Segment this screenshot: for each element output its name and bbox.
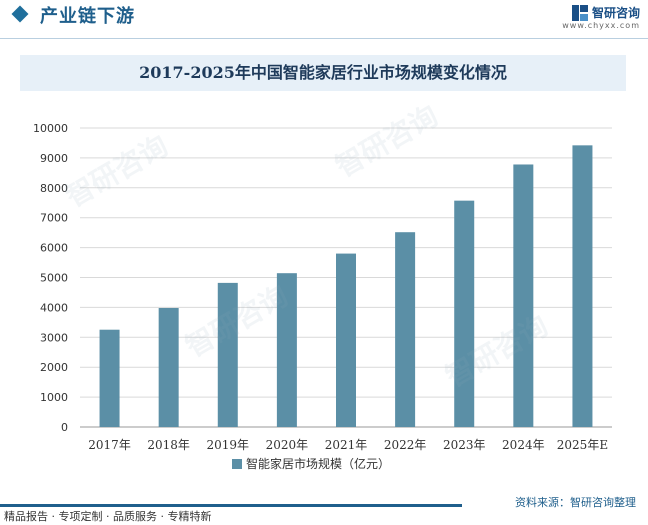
brand-name: 智研咨询 xyxy=(591,6,640,20)
header: 产业链下游 智研咨询 www.chyxx.com xyxy=(0,0,648,38)
footer-tagline: 精品报告 · 专项定制 · 品质服务 · 专精特新 xyxy=(4,510,212,523)
footer-divider xyxy=(0,504,462,507)
bar-chart: 0 1000 2000 3000 4000 5000 6000 7000 8000 9000 100… xyxy=(33,122,612,471)
header-divider xyxy=(0,38,648,39)
y-tick-label: 3000 xyxy=(40,331,68,344)
bar xyxy=(336,253,356,427)
x-tick-label: 2025年E xyxy=(557,438,608,452)
x-tick-label: 2022年 xyxy=(384,438,427,452)
bar xyxy=(276,273,297,427)
diamond-icon xyxy=(11,5,29,23)
section-title: 产业链下游 xyxy=(40,6,135,27)
y-tick-label: 8000 xyxy=(40,182,68,195)
chart-title-background xyxy=(20,55,626,91)
bar xyxy=(513,164,534,427)
y-tick-label: 5000 xyxy=(40,272,68,285)
legend-label: 智能家居市场规模（亿元） xyxy=(246,456,390,471)
x-tick-label: 2024年 xyxy=(502,438,545,452)
chart-title: 2017-2025年中国智能家居行业市场规模变化情况 xyxy=(139,63,507,82)
bar xyxy=(158,307,179,427)
y-tick-label: 7000 xyxy=(40,212,68,225)
y-tick-label: 9000 xyxy=(40,152,68,165)
x-tick-label: 2018年 xyxy=(147,438,190,452)
x-tick-label: 2017年 xyxy=(88,438,131,452)
bar xyxy=(572,145,593,428)
y-tick-label: 2000 xyxy=(40,361,68,374)
bar xyxy=(454,200,475,427)
x-tick-label: 2021年 xyxy=(325,438,368,452)
source-note: 资料来源：智研咨询整理 xyxy=(515,496,636,509)
brand-logo-icon xyxy=(571,4,588,21)
bar xyxy=(217,282,238,427)
y-tick-label: 4000 xyxy=(40,301,68,314)
x-tick-label: 2020年 xyxy=(266,438,309,452)
x-tick-label: 2019年 xyxy=(207,438,250,452)
brand[interactable]: 智研咨询 www.chyxx.com xyxy=(562,4,640,30)
brand-url: www.chyxx.com xyxy=(562,21,640,30)
y-tick-label: 1000 xyxy=(40,391,68,404)
legend-swatch xyxy=(232,459,242,469)
bar xyxy=(395,232,416,427)
y-tick-label: 10000 xyxy=(33,122,68,135)
bar xyxy=(99,329,120,427)
y-tick-label: 0 xyxy=(61,421,68,434)
y-tick-label: 6000 xyxy=(40,242,68,255)
x-tick-label: 2023年 xyxy=(443,438,486,452)
